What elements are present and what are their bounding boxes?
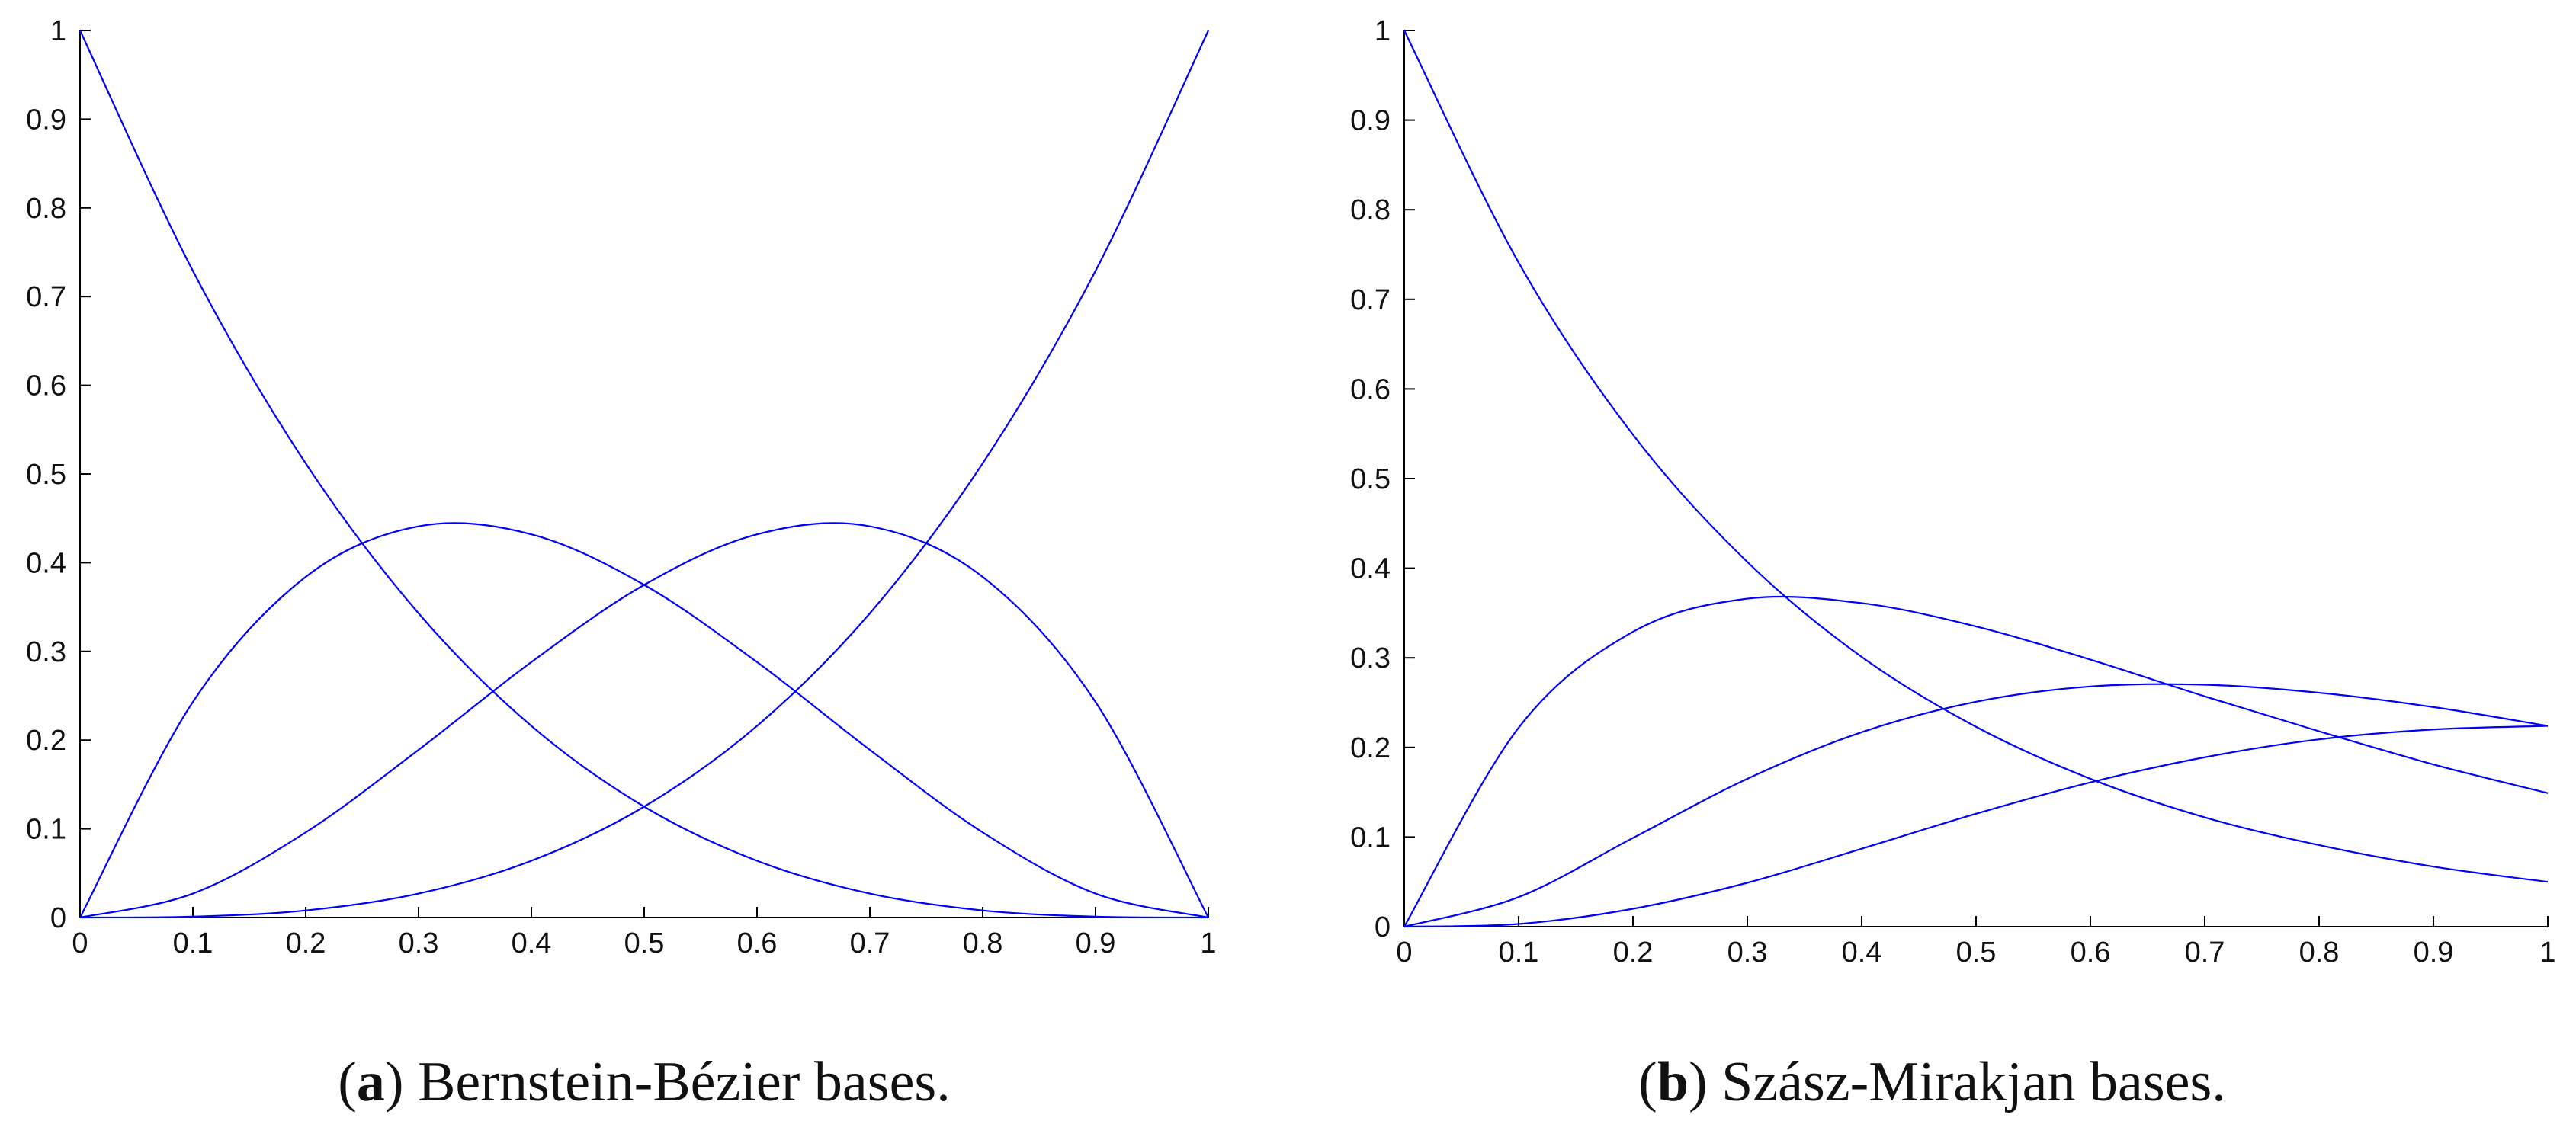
y-tick-label: 0.9 — [1350, 105, 1391, 137]
series-line-3 — [1403, 683, 2549, 928]
y-tick-label: 1 — [50, 15, 66, 47]
series-line-4 — [1403, 725, 2549, 928]
y-tick-label: 0.2 — [26, 725, 66, 757]
y-tick-label: 0.4 — [1350, 553, 1391, 585]
y-tick-label: 0.1 — [1350, 822, 1391, 854]
x-tick-label: 0.3 — [1727, 937, 1768, 969]
x-tick-label: 0.2 — [286, 927, 326, 959]
y-tick-label: 0 — [50, 902, 66, 934]
x-tick-label: 0.9 — [1076, 927, 1116, 959]
y-tick-label: 0.5 — [1350, 463, 1391, 495]
series-line-4 — [79, 30, 1209, 919]
y-tick-label: 0.7 — [1350, 284, 1391, 316]
y-tick-label: 0.9 — [26, 104, 66, 136]
caption-b-letter: b — [1657, 1051, 1689, 1113]
panel-a: 0 0.1 0.2 0.3 0.4 0.5 0.6 0.7 0.8 0.9 1 0 0.1 0.2 0.3 0… — [26, 15, 1216, 1113]
y-tick-label: 0.8 — [26, 193, 66, 225]
series-line-1 — [79, 30, 1209, 919]
y-tick-label: 1 — [1375, 15, 1391, 47]
y-tick-label: 0 — [1375, 911, 1391, 943]
x-tick-label: 0.4 — [512, 927, 552, 959]
y-tick-label: 0.2 — [1350, 732, 1391, 764]
series-line-2 — [79, 522, 1209, 919]
y-tick-label: 0.3 — [1350, 642, 1391, 674]
y-tick-label: 0.8 — [1350, 194, 1391, 226]
series-line-2 — [1403, 595, 2549, 927]
y-tick-label: 0.5 — [26, 459, 66, 491]
x-tick-label: 1 — [1200, 927, 1216, 959]
x-tick-label: 0 — [72, 927, 88, 959]
x-tick-label: 0.5 — [624, 927, 665, 959]
caption-a: (a) Bernstein-Bézier bases. — [338, 1051, 951, 1113]
caption-b-text: Szász-Mirakjan bases. — [1707, 1051, 2226, 1113]
y-tick-label: 0.7 — [26, 281, 66, 313]
y-tick-label: 0.3 — [26, 636, 66, 668]
x-tick-label: 1 — [2539, 937, 2555, 969]
x-tick-label: 0.7 — [2185, 937, 2225, 969]
caption-b: (b) Szász-Mirakjan bases. — [1638, 1051, 2226, 1113]
x-tick-label: 0.7 — [850, 927, 890, 959]
series-line-3 — [79, 522, 1209, 919]
x-tick-label: 0.4 — [1842, 937, 1882, 969]
y-tick-label: 0.6 — [1350, 373, 1391, 405]
bernstein-plot: 0 0.1 0.2 0.3 0.4 0.5 0.6 0.7 0.8 0.9 1 0 0.1 0.2 0.3 0… — [26, 15, 1216, 959]
x-tick-label: 0.1 — [173, 927, 213, 959]
series-line-1 — [1403, 30, 2549, 883]
x-tick-label: 0.5 — [1956, 937, 1997, 969]
caption-a-text: Bernstein-Bézier bases. — [403, 1051, 951, 1113]
x-tick-label: 0.9 — [2414, 937, 2454, 969]
y-tick-label: 0.6 — [26, 370, 66, 402]
x-tick-label: 0.8 — [2299, 937, 2340, 969]
x-tick-label: 0.1 — [1499, 937, 1539, 969]
x-tick-label: 0.6 — [2071, 937, 2111, 969]
caption-a-letter: a — [356, 1051, 385, 1113]
x-tick-label: 0.6 — [737, 927, 778, 959]
y-tick-label: 0.4 — [26, 547, 66, 579]
panel-b: 0 0.1 0.2 0.3 0.4 0.5 0.6 0.7 0.8 0.9 1 0 0.1 0.2 0.3 0… — [1288, 0, 2576, 1137]
x-tick-label: 0.8 — [963, 927, 1003, 959]
x-tick-label: 0.2 — [1613, 937, 1654, 969]
x-tick-label: 0.3 — [399, 927, 439, 959]
y-tick-label: 0.1 — [26, 814, 66, 846]
x-tick-label: 0 — [1396, 937, 1412, 969]
szasz-mirakjan-plot: 0 0.1 0.2 0.3 0.4 0.5 0.6 0.7 0.8 0.9 1 0 0.1 0.2 0.3 0… — [1350, 15, 2555, 969]
